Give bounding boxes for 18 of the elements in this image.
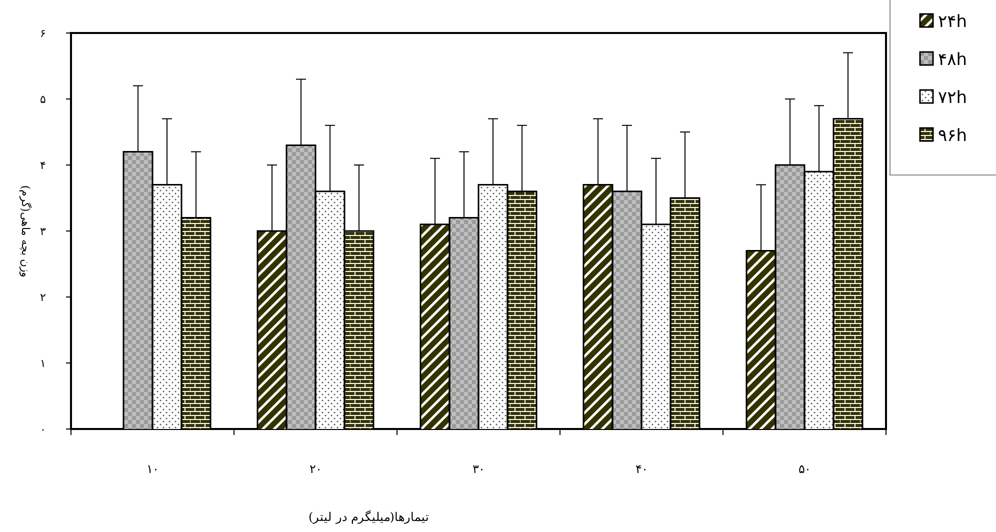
y-tick-label: ۵ — [40, 93, 46, 106]
legend-label: ۲۴h — [938, 12, 968, 32]
y-tick-label: ۱ — [40, 357, 46, 370]
legend-label: ۴۸h — [938, 50, 968, 70]
legend-label: ۷۲h — [938, 88, 968, 108]
x-tick-label: ۳۰ — [472, 462, 484, 476]
y-axis-title: وزن بچه ماهی(گرم) — [19, 185, 32, 277]
y-tick-label: ۶ — [40, 27, 46, 40]
legend-label: ۹۶h — [938, 126, 968, 146]
x-tick-label: ۴۰ — [636, 462, 648, 476]
x-axis-title: تیمارها(میلیگرم در لیتر) — [308, 510, 428, 524]
x-tick-label: ۲۰ — [310, 462, 322, 476]
y-tick-label: ۴ — [40, 159, 46, 172]
y-tick-label: ۳ — [40, 225, 46, 238]
y-tick-label: ۰ — [40, 423, 46, 436]
x-tick-label: ۵۰ — [798, 462, 810, 476]
y-tick-label: ۲ — [40, 291, 46, 304]
x-tick-label: ۱۰ — [146, 462, 158, 476]
